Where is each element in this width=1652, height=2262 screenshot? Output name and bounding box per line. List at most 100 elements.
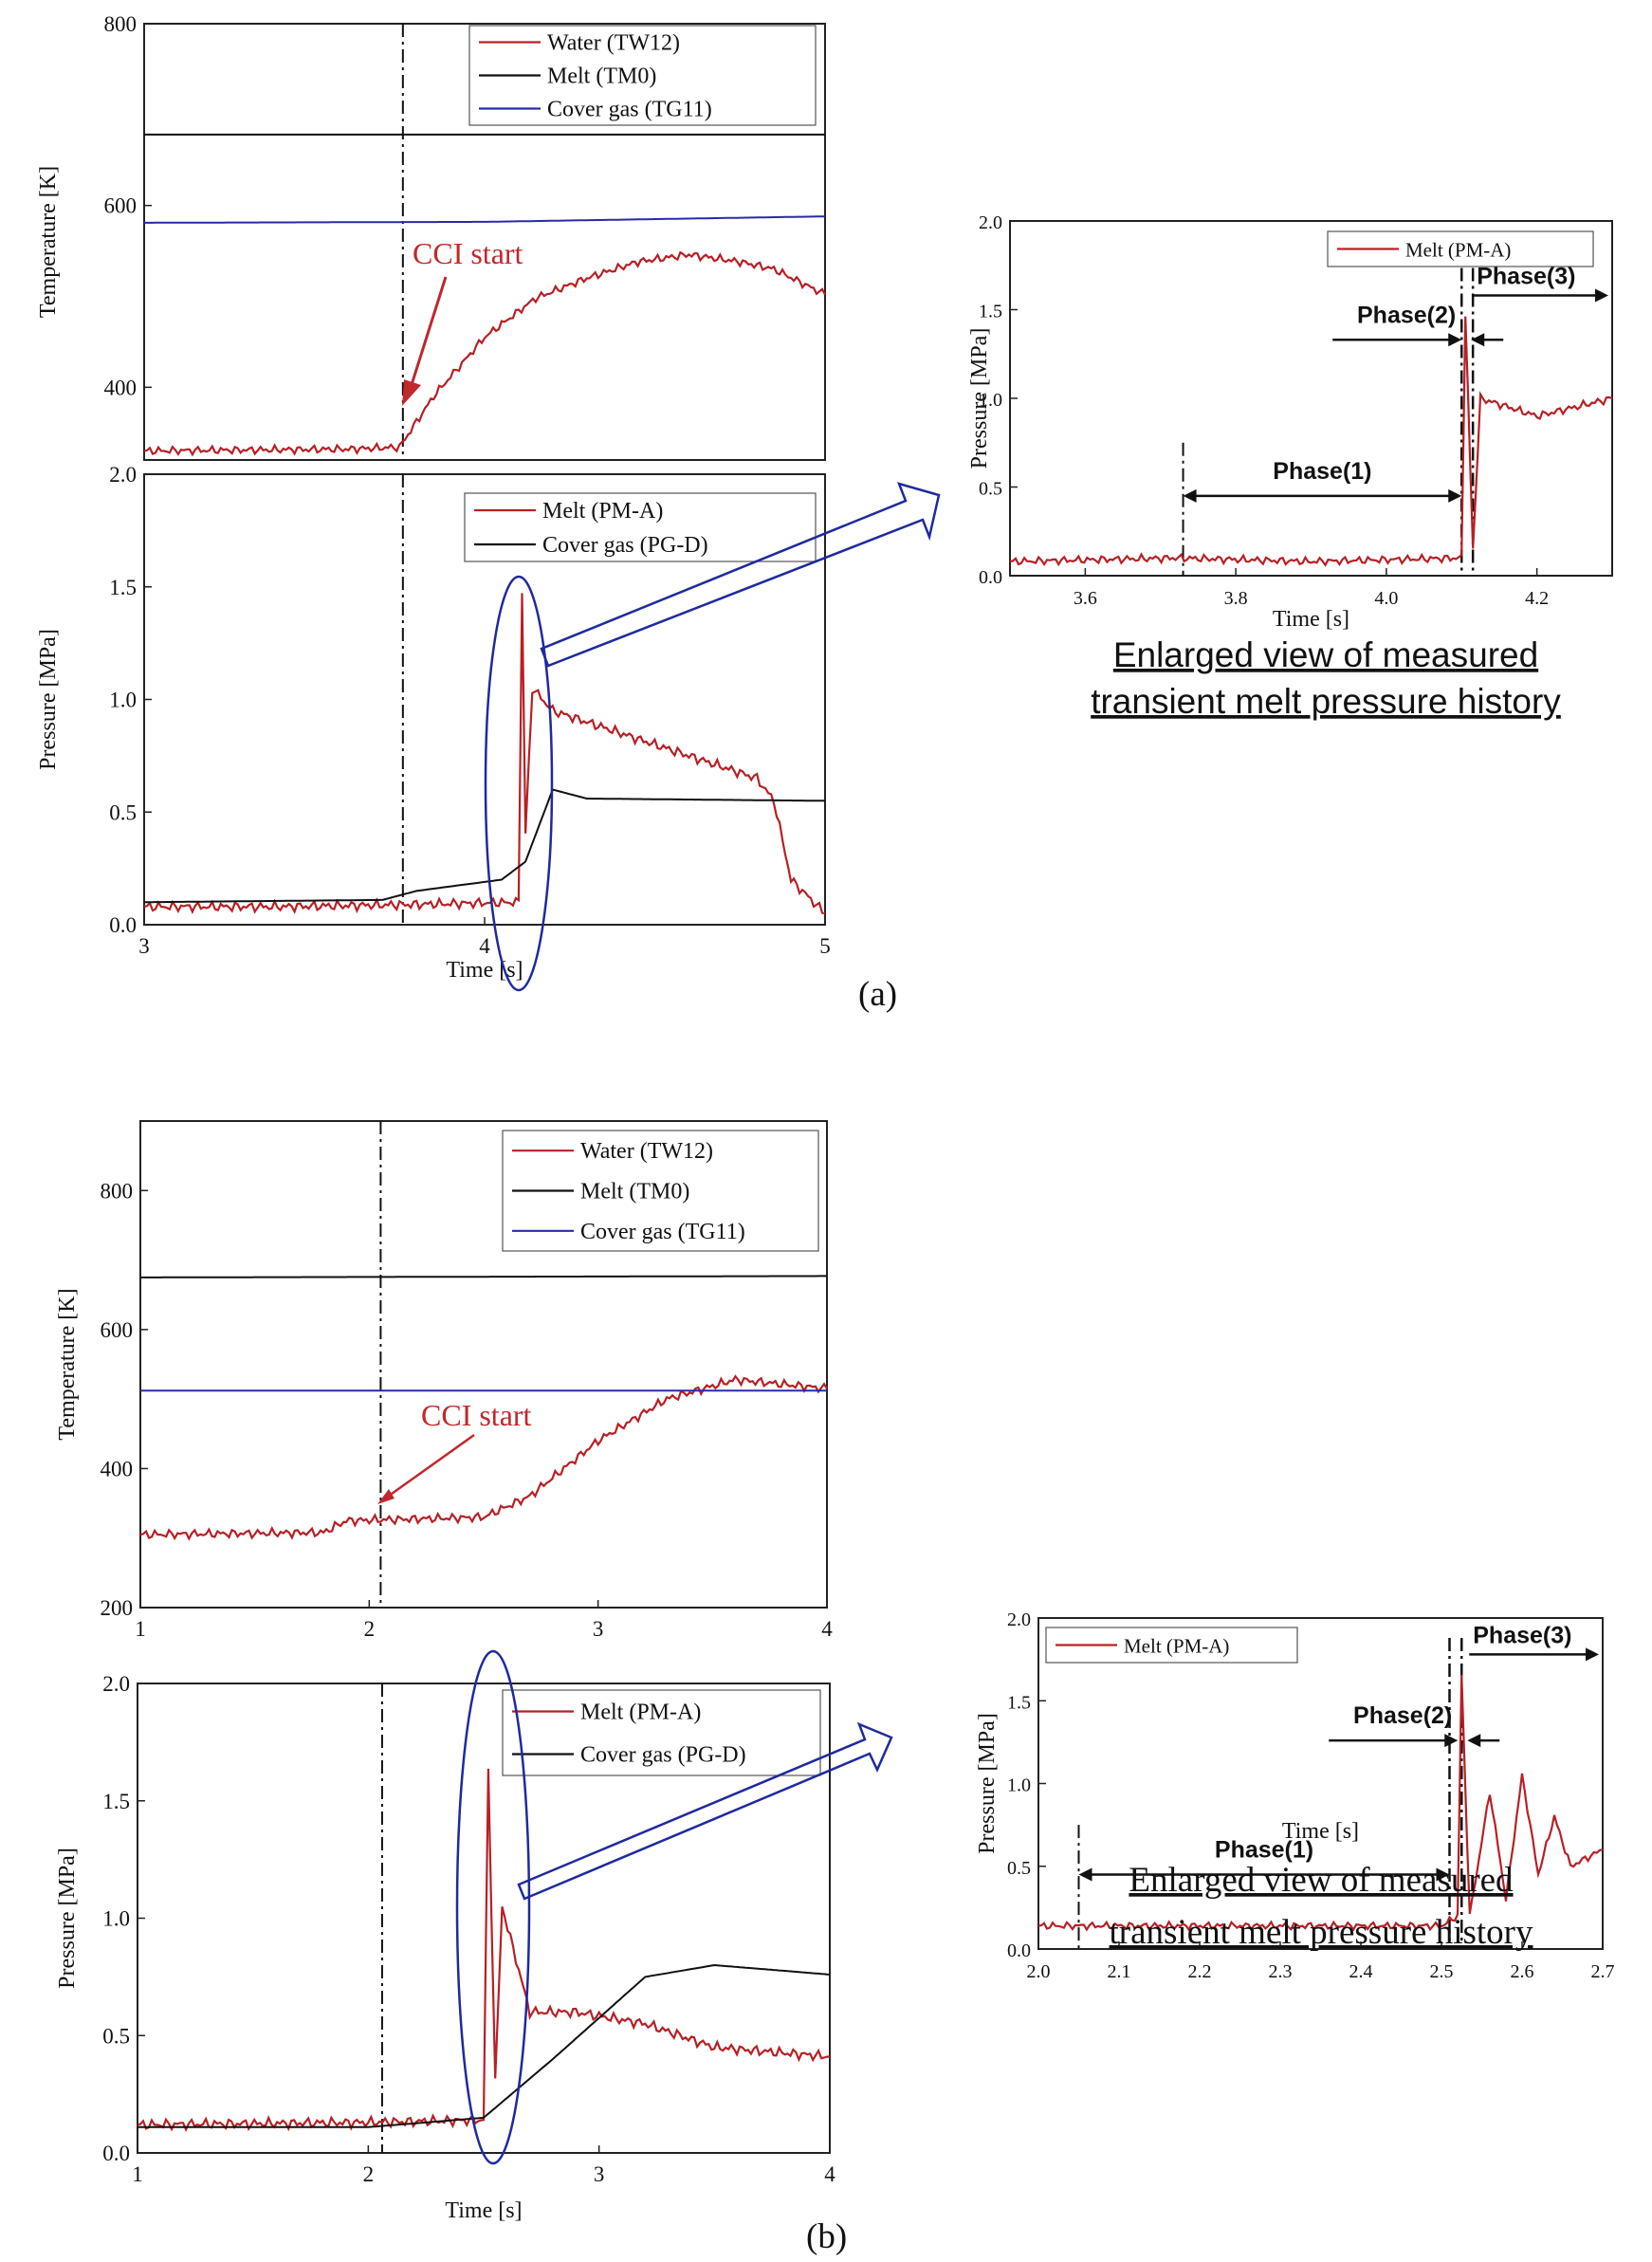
legend-label: Melt (PM-A) <box>542 499 663 524</box>
x-tick-label: 3 <box>594 2162 605 2186</box>
y-axis-label: Temperature [K] <box>36 166 61 318</box>
phase2-label: Phase(2) <box>1353 1702 1452 1729</box>
phase2-arrowhead-left <box>1448 333 1462 347</box>
phase1-arrowhead-right <box>1448 488 1462 503</box>
phase2-arrowhead-right <box>1467 1734 1481 1748</box>
x-axis-label: Time [s] <box>446 958 523 983</box>
y-tick-label: 0.0 <box>102 2142 130 2165</box>
y-axis-label: Pressure [MPa] <box>55 1848 80 1989</box>
series-line <box>1009 316 1613 567</box>
y-tick-label: 0.0 <box>979 567 1002 588</box>
caption-a-line1: Enlarged view of measured <box>1113 635 1538 674</box>
phase2-label: Phase(2) <box>1357 302 1456 328</box>
series-line <box>143 250 826 457</box>
y-tick-label: 2.0 <box>102 1672 130 1696</box>
y-axis-label: Pressure [MPa] <box>975 1713 1000 1854</box>
y-tick-label: 200 <box>101 1596 134 1620</box>
y-axis-label: Temperature [K] <box>55 1288 80 1440</box>
cci-arrow-a <box>402 276 448 406</box>
series-line <box>1037 1674 1604 1932</box>
phase2-arrowhead-left <box>1444 1734 1459 1748</box>
x-tick-label: 2 <box>364 1617 376 1641</box>
legend-label: Water (TW12) <box>580 1139 713 1164</box>
phase1-label: Phase(1) <box>1215 1836 1313 1863</box>
x-tick-label: 2.3 <box>1269 1961 1293 1982</box>
x-tick-label: 3.8 <box>1224 588 1248 609</box>
panel-a-label: (a) <box>858 975 897 1014</box>
zoom-arrow-a <box>540 482 941 668</box>
y-tick-label: 0.5 <box>1007 1858 1031 1879</box>
y-tick-label: 800 <box>101 1179 134 1203</box>
series-line <box>137 1768 831 2133</box>
phase1-arrowhead-right <box>1436 1867 1450 1882</box>
y-tick-label: 0.5 <box>102 2024 130 2048</box>
phase3-label: Phase(3) <box>1473 1622 1571 1648</box>
y-tick-label: 1.0 <box>979 390 1002 411</box>
phase3-arrowhead <box>1595 288 1608 303</box>
x-tick-label: 2.7 <box>1591 1961 1615 1982</box>
phase2-arrowhead-right <box>1471 333 1485 347</box>
x-axis-label: Time [s] <box>1273 607 1349 632</box>
phase3-label: Phase(3) <box>1477 264 1575 290</box>
x-tick-label: 4.0 <box>1374 588 1398 609</box>
series-line <box>144 215 825 224</box>
legend-box <box>464 492 817 562</box>
series-line <box>139 1374 828 1541</box>
chart-b-zoom: 0.0 0.5 1.0 1.5 2.0 2.0 2.1 2.2 2.3 2.4 2.5 2.6 2.7 P… <box>975 1609 1615 1982</box>
legend-box <box>502 1689 821 1776</box>
legend-label: Cover gas (TG11) <box>580 1220 745 1244</box>
highlight-ellipse-b <box>455 1649 531 2165</box>
y-axis-label: Pressure [MPa] <box>36 629 61 770</box>
x-tick-label: 1 <box>135 1617 146 1641</box>
y-tick-label: 800 <box>104 12 138 36</box>
x-tick-label: 1 <box>132 2162 143 2186</box>
caption-b-line1: Enlarged view of measured <box>1129 1861 1514 1900</box>
x-axis-label: Time [s] <box>445 2198 522 2223</box>
caption-a-line2: transient melt pressure history <box>1091 682 1561 721</box>
x-tick-label: 3 <box>593 1617 604 1641</box>
y-tick-label: 0.0 <box>109 913 137 937</box>
phase1-arrowhead-left <box>1078 1867 1092 1882</box>
chart-a-zoom: 0.0 0.5 1.0 1.5 2.0 3.6 3.8 4.0 4.2 Pressure [MPa… <box>967 212 1613 632</box>
phase1-arrowhead-left <box>1183 488 1197 503</box>
zoom-arrow-b <box>517 1721 893 1901</box>
chart-b-temp: 200 400 600 800 1 2 3 4 Temperature [K] Water (TW… <box>55 1120 833 1641</box>
x-tick-label: 4 <box>824 2162 835 2186</box>
series-line <box>138 1963 831 2128</box>
phase1-label: Phase(1) <box>1273 458 1371 485</box>
x-tick-label: 2.4 <box>1349 1961 1373 1982</box>
plot-frame <box>143 23 826 461</box>
x-axis-label: Time [s] <box>1282 1819 1359 1844</box>
legend-label: Cover gas (PG-D) <box>580 1743 746 1768</box>
panel-b-label: (b) <box>806 2217 847 2256</box>
x-tick-label: 2.5 <box>1430 1961 1454 1982</box>
y-tick-label: 600 <box>101 1318 134 1342</box>
legend-label: Melt (PM-A) <box>1405 239 1511 262</box>
x-tick-label: 2.1 <box>1108 1961 1131 1982</box>
highlight-ellipse-a <box>484 575 554 992</box>
y-tick-label: 1.5 <box>1007 1692 1031 1713</box>
chart-a-pres: 0.0 0.5 1.0 1.5 2.0 3 4 5 Pressure [MPa] Time [s]… <box>36 463 831 983</box>
series-line <box>143 788 826 904</box>
x-tick-label: 3.6 <box>1074 588 1097 609</box>
y-tick-label: 2.0 <box>109 463 137 487</box>
y-tick-label: 1.5 <box>979 302 1002 322</box>
y-tick-label: 1.0 <box>109 689 137 712</box>
x-tick-label: 2 <box>363 2162 375 2186</box>
y-tick-label: 1.5 <box>109 576 137 599</box>
y-tick-label: 600 <box>104 194 138 218</box>
legend-label: Melt (TM0) <box>547 64 656 89</box>
legend-label: Melt (PM-A) <box>1124 1635 1229 1658</box>
x-tick-label: 2.0 <box>1027 1961 1051 1982</box>
legend-label: Cover gas (PG-D) <box>542 533 708 558</box>
y-tick-label: 2.0 <box>979 212 1002 233</box>
x-tick-label: 4.2 <box>1525 588 1549 609</box>
plot-frame <box>139 1120 828 1609</box>
series-line <box>143 593 826 915</box>
y-axis-label: Pressure [MPa] <box>967 328 992 469</box>
cci-arrow-b <box>377 1433 475 1504</box>
legend-label: Melt (TM0) <box>580 1180 689 1205</box>
cci-start-label-a: CCI start <box>413 236 523 270</box>
series-line <box>140 1275 827 1278</box>
